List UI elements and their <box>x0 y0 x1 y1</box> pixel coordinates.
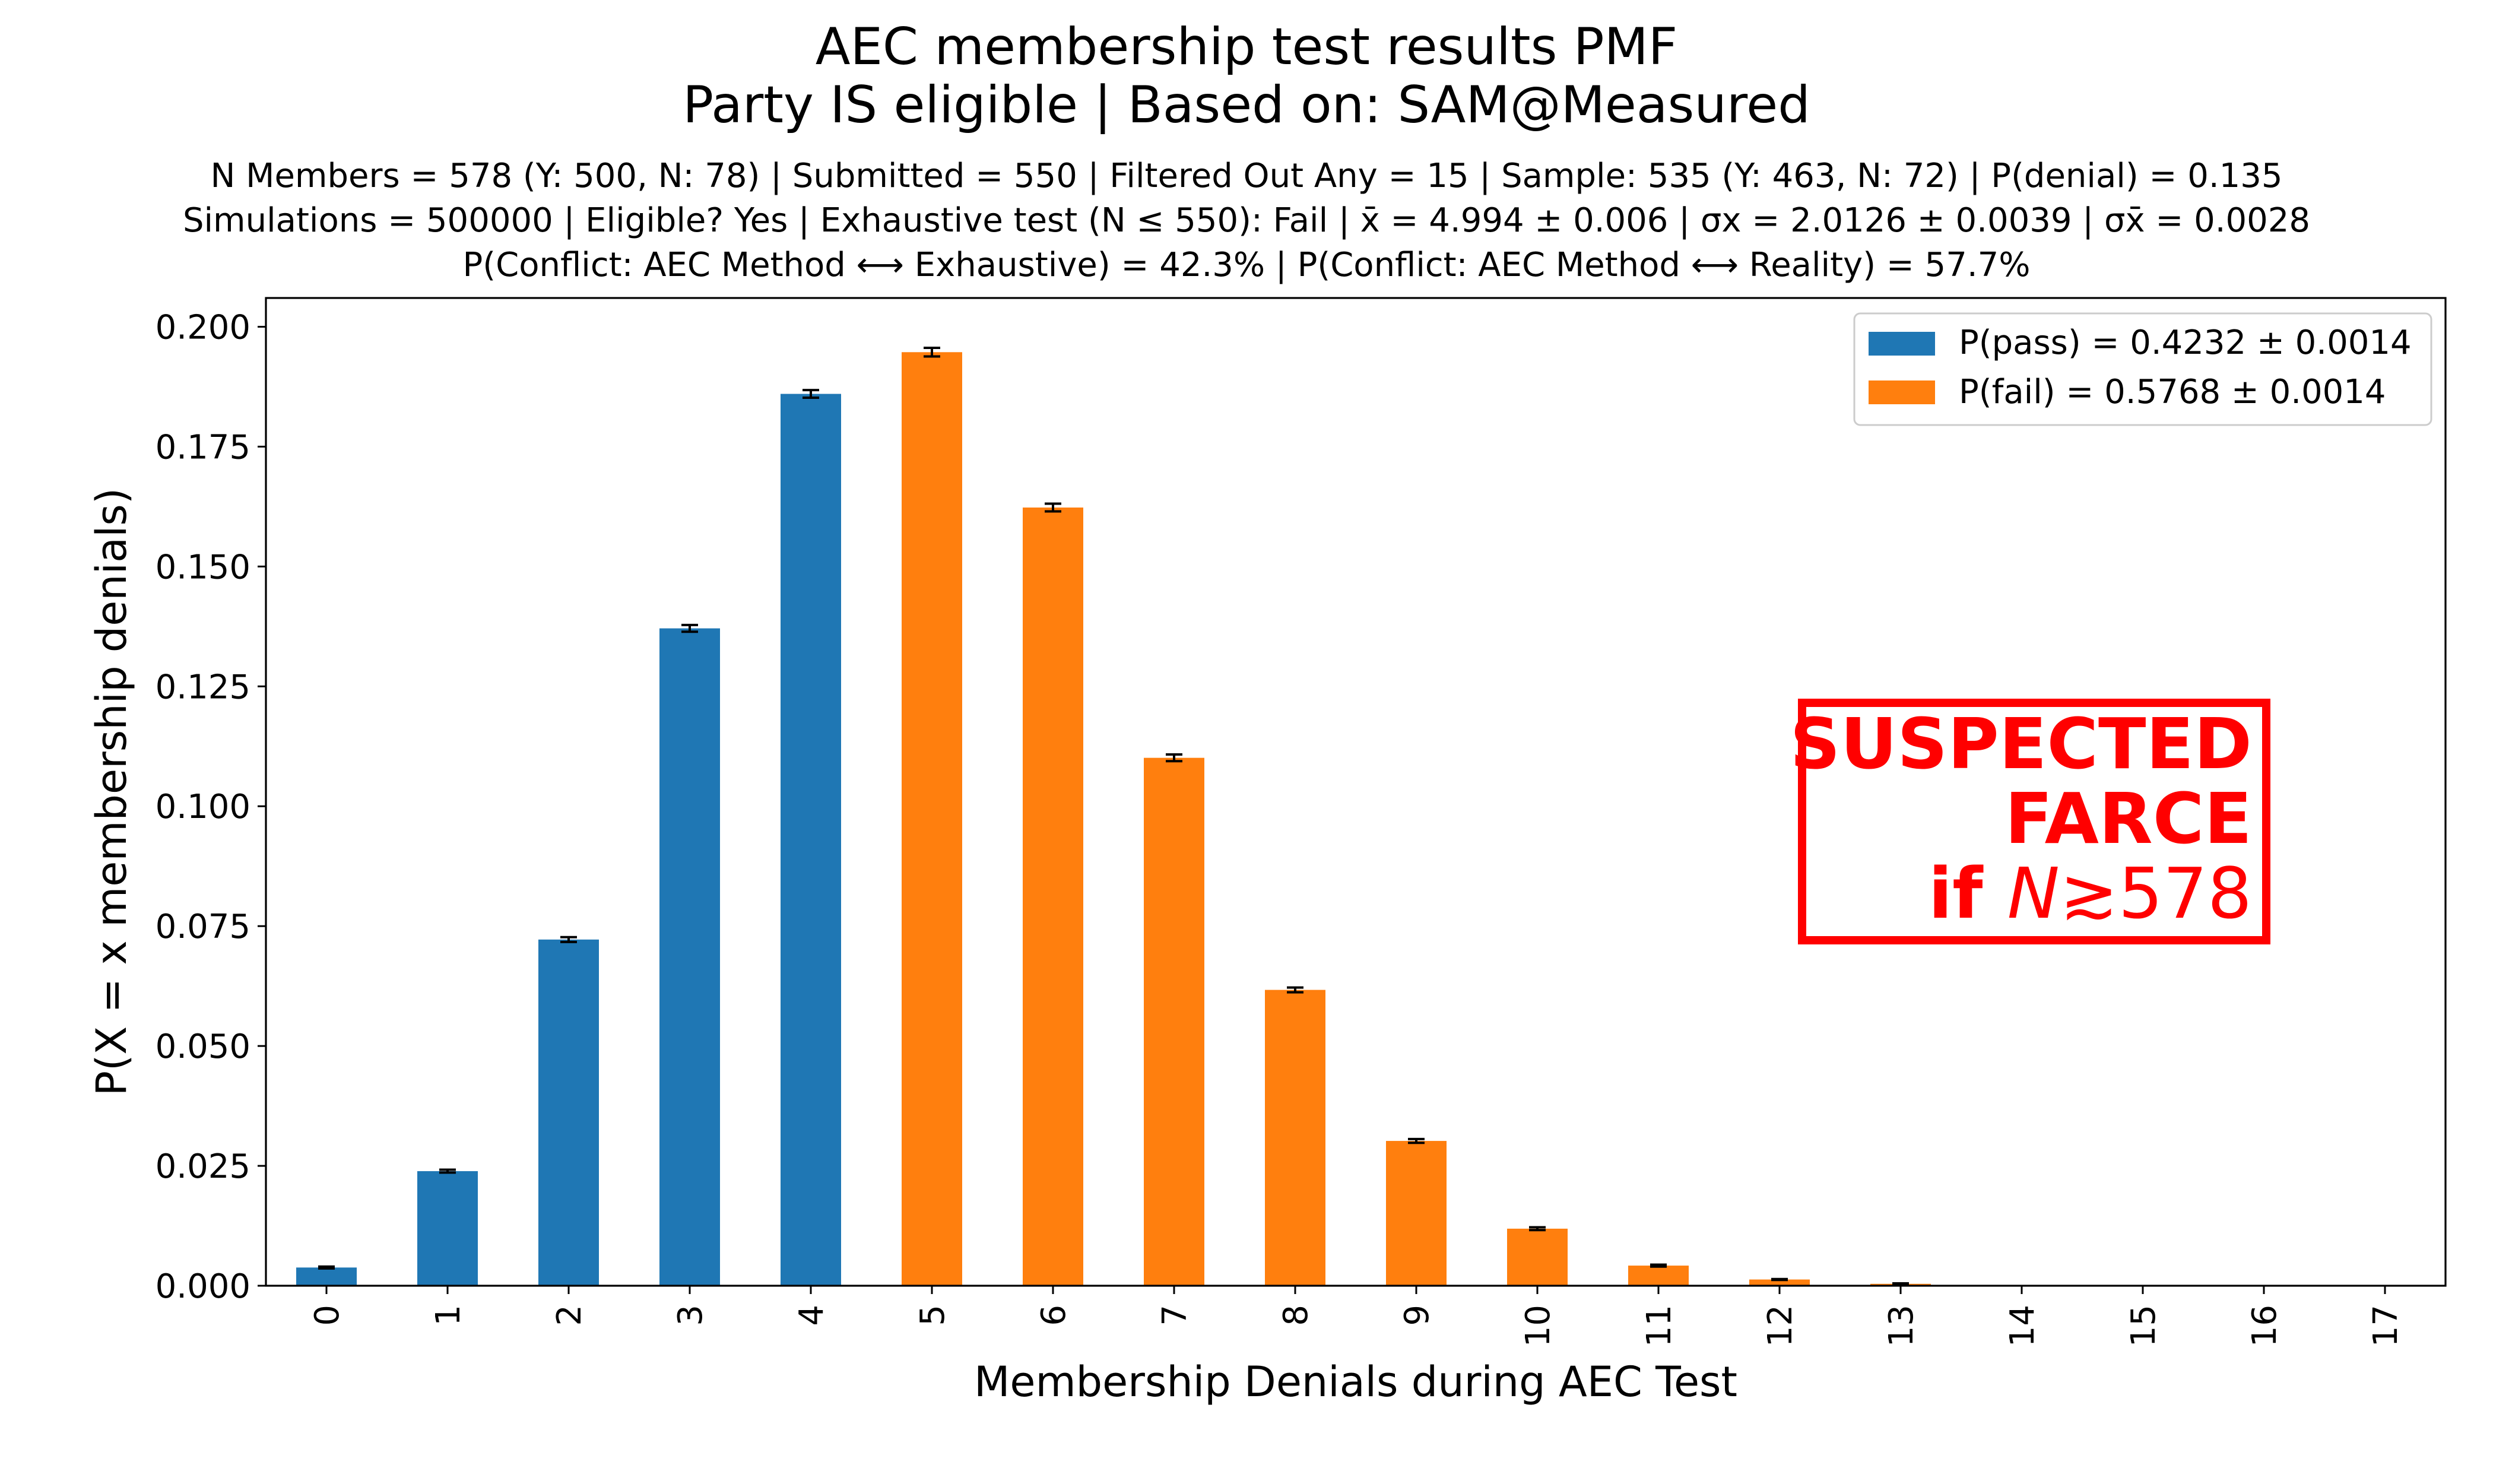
x-tick-label-16: 16 <box>2245 1305 2284 1347</box>
error-bar-9 <box>1408 1137 1425 1144</box>
error-bar-group <box>318 347 1909 1286</box>
x-tick-label-10: 10 <box>1519 1305 1558 1347</box>
bar-10 <box>1507 1228 1568 1286</box>
error-bar-5 <box>924 347 940 358</box>
y-tick-label-5: 0.125 <box>156 668 250 706</box>
x-tick-label-17: 17 <box>2367 1305 2405 1347</box>
y-tick-label-7: 0.175 <box>156 428 250 467</box>
x-tick-label-1: 1 <box>429 1305 468 1326</box>
chart-title: AEC membership test results PMF <box>816 17 1677 77</box>
x-tick-label-13: 13 <box>1882 1305 1921 1347</box>
x-tick-label-7: 7 <box>1156 1305 1194 1326</box>
error-bar-12 <box>1771 1277 1788 1282</box>
error-bar-2 <box>560 936 577 943</box>
bar-12 <box>1749 1279 1810 1286</box>
bar-7 <box>1144 757 1204 1286</box>
x-tick-label-6: 6 <box>1035 1305 1073 1326</box>
x-ticks: 0 1 2 3 4 5 6 7 8 9 10 11 12 13 14 15 16 17 <box>308 1286 2405 1347</box>
y-tick-label-2: 0.050 <box>156 1028 250 1066</box>
stamp-line-1: SUSPECTED <box>1790 703 2252 785</box>
stamp-line-3-prefix: if <box>1929 852 2007 934</box>
legend-frame <box>1853 312 2432 426</box>
bar-8 <box>1265 990 1325 1286</box>
x-tick-label-8: 8 <box>1277 1305 1315 1326</box>
y-tick-label-8: 0.200 <box>156 308 250 347</box>
error-bar-1 <box>439 1168 456 1174</box>
y-axis-label: P(X = x membership denials) <box>87 488 136 1096</box>
stamp-border <box>1798 699 2270 944</box>
stamp-line-3-var: N <box>2007 852 2060 934</box>
x-tick-label-4: 4 <box>792 1305 831 1326</box>
legend-swatch-fail <box>1869 380 1935 404</box>
x-axis-label: Membership Denials during AEC Test <box>974 1358 1737 1406</box>
info-line-1: N Members = 578 (Y: 500, N: 78) | Submit… <box>210 157 2282 195</box>
info-line-3: P(Conflict: AEC Method ⟷ Exhaustive) = 4… <box>463 246 2031 284</box>
bar-1 <box>417 1171 478 1286</box>
bar-11 <box>1628 1266 1689 1286</box>
x-tick-label-9: 9 <box>1398 1305 1436 1326</box>
x-tick-label-11: 11 <box>1640 1305 1679 1347</box>
legend-label-fail: P(fail) = 0.5768 ± 0.0014 <box>1959 373 2386 411</box>
legend: P(pass) = 0.4232 ± 0.0014 P(fail) = 0.57… <box>1853 312 2432 426</box>
y-tick-label-1: 0.025 <box>156 1147 250 1186</box>
y-tick-label-4: 0.100 <box>156 788 250 826</box>
y-tick-label-6: 0.150 <box>156 548 250 586</box>
bar-group <box>296 352 2415 1286</box>
error-bar-0 <box>318 1265 335 1270</box>
x-tick-label-14: 14 <box>2003 1305 2042 1347</box>
x-tick-label-0: 0 <box>308 1305 347 1326</box>
suspected-farce-stamp: SUSPECTED FARCE if N≳578 <box>1790 699 2270 944</box>
error-bar-10 <box>1529 1226 1546 1232</box>
bar-2 <box>538 939 599 1286</box>
stamp-line-2: FARCE <box>2005 778 2252 860</box>
error-bar-13 <box>1892 1282 1909 1286</box>
error-bar-4 <box>803 389 819 399</box>
info-line-2: Simulations = 500000 | Eligible? Yes | E… <box>183 201 2310 240</box>
x-tick-label-5: 5 <box>914 1305 952 1326</box>
error-bar-3 <box>681 623 698 633</box>
y-tick-label-0: 0.000 <box>156 1267 250 1306</box>
x-tick-label-3: 3 <box>671 1305 710 1326</box>
bar-9 <box>1386 1141 1447 1286</box>
bar-4 <box>781 394 841 1286</box>
plot-frame <box>265 297 2447 1287</box>
y-tick-label-3: 0.075 <box>156 908 250 946</box>
legend-swatch-pass <box>1869 332 1935 356</box>
x-tick-label-12: 12 <box>1761 1305 1800 1347</box>
chart-subtitle: Party IS eligible | Based on: SAM@Measur… <box>683 75 1810 135</box>
bar-3 <box>659 628 720 1286</box>
error-bar-8 <box>1287 986 1303 994</box>
legend-label-pass: P(pass) = 0.4232 ± 0.0014 <box>1959 324 2412 362</box>
y-ticks: 0.000 0.025 0.050 0.075 0.100 0.125 0.150 0.175… <box>156 308 266 1306</box>
bar-0 <box>296 1267 357 1286</box>
x-tick-label-15: 15 <box>2124 1305 2163 1347</box>
bar-6 <box>1023 507 1083 1286</box>
bar-5 <box>902 352 962 1286</box>
error-bar-7 <box>1166 753 1182 763</box>
error-bar-6 <box>1045 502 1061 513</box>
error-bar-11 <box>1650 1263 1667 1268</box>
stamp-line-3: if N≳578 <box>1929 852 2252 934</box>
x-tick-label-2: 2 <box>550 1305 589 1326</box>
stamp-line-3-rel: ≳578 <box>2060 852 2252 934</box>
